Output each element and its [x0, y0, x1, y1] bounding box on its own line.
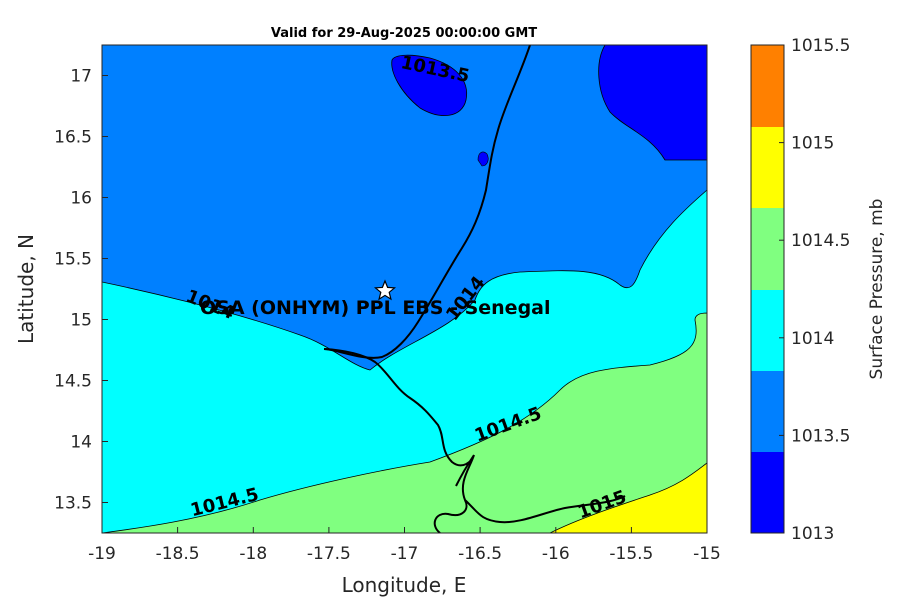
colorbar-swatch-1015 [751, 127, 784, 208]
x-tick-label: -19 [88, 544, 116, 564]
x-tick-label: -15 [693, 544, 721, 564]
y-tick-label: 17 [70, 67, 92, 87]
colorbar-tick-label: 1015 [791, 134, 834, 154]
x-tick-label: -16.5 [458, 544, 502, 564]
x-axis-label: Longitude, E [342, 573, 467, 597]
colorbar-frame [750, 44, 785, 534]
y-tick-labels: 13.5 14 14.5 15 15.5 16 16.5 17 [54, 67, 92, 514]
y-tick-label: 14 [70, 433, 92, 453]
y-tick-label: 16.5 [54, 128, 92, 148]
colorbar-swatch-1015.5 [751, 45, 784, 127]
colorbar-swatch-1014.5 [751, 208, 784, 290]
colorbar-label: Surface Pressure, mb [867, 199, 887, 380]
colorbar-tick-label: 1015.5 [791, 36, 850, 56]
y-axis-label: Latitude, N [14, 234, 38, 344]
low-cell-coast [477, 151, 489, 167]
low-cell-north [391, 54, 468, 116]
colorbar: 1013 1013.5 1014 1014.5 1015 1015.5 Surf… [750, 36, 887, 544]
band-1015-1015.5 [549, 462, 707, 533]
y-tick-label: 16 [70, 189, 92, 209]
border-line [323, 348, 626, 533]
colorbar-tick-label: 1013.5 [791, 426, 850, 446]
x-tick-labels: -19 -18.5 -18 -17.5 -17 -16.5 -16 -15.5 … [88, 544, 721, 564]
y-tick-label: 15 [70, 311, 92, 331]
colorbar-swatch-1014 [751, 290, 784, 371]
x-tick-label: -17.5 [307, 544, 351, 564]
colorbar-tick-label: 1014.5 [791, 231, 850, 251]
colorbar-swatch-1013.5 [751, 371, 784, 452]
x-tick-label: -18 [239, 544, 267, 564]
x-tick-label: -16 [542, 544, 570, 564]
site-label: OSA (ONHYM) PPL EBS - Senegal [200, 297, 551, 319]
map-title: Valid for 29-Aug-2025 00:00:00 GMT [271, 26, 537, 41]
coastline [323, 45, 531, 359]
colorbar-swatch-1013 [751, 452, 784, 533]
band-1014.5-1015 [102, 312, 707, 533]
tick-marks [101, 75, 708, 533]
y-tick-label: 15.5 [54, 250, 92, 270]
colorbar-tick-label: 1014 [791, 329, 834, 349]
y-tick-label: 13.5 [54, 494, 92, 514]
x-tick-label: -18.5 [156, 544, 200, 564]
map-plot-area: 1013.5 1014 1014 1014.5 1014.5 1015 OSA … [102, 45, 707, 533]
colorbar-tick-label: 1013 [791, 524, 834, 544]
low-cell-northeast [598, 45, 707, 161]
star-icon [373, 279, 397, 301]
x-tick-label: -15.5 [609, 544, 653, 564]
y-tick-label: 14.5 [54, 372, 92, 392]
x-tick-label: -17 [391, 544, 419, 564]
